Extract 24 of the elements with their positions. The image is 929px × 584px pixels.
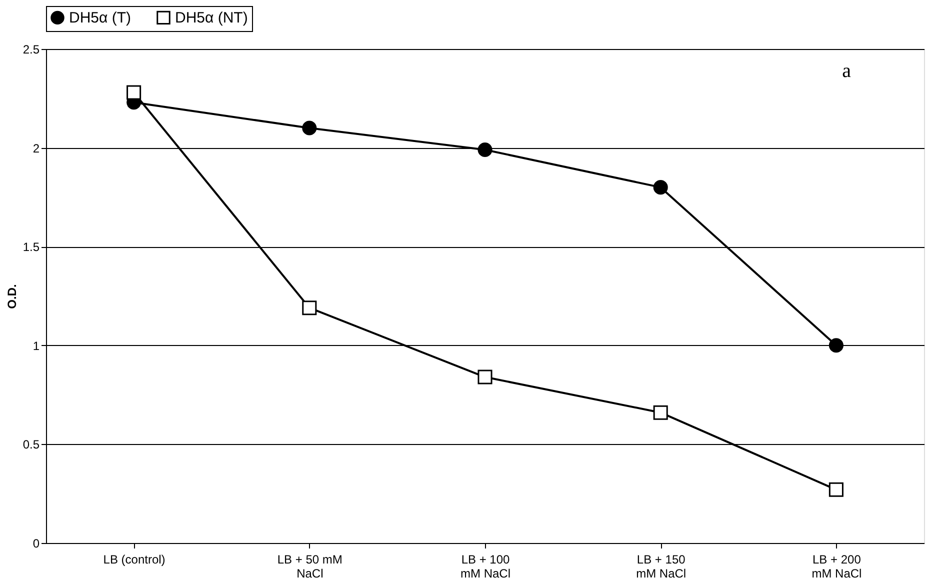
y-tick-label: 0 <box>32 536 40 550</box>
point <box>126 85 142 100</box>
x-tick-label: LB + 50 mM NaCl <box>277 552 342 580</box>
y-tick-label: 0.5 <box>22 438 40 452</box>
y-tick-label: 1.5 <box>22 240 40 254</box>
x-tick-label: LB (control) <box>103 552 166 566</box>
y-tick-label: 2 <box>32 141 40 156</box>
point <box>478 370 492 384</box>
y-tick-label: 1 <box>32 338 40 353</box>
y-axis-title: O.D. <box>4 284 19 309</box>
point <box>653 405 668 420</box>
point <box>828 482 844 497</box>
x-tick-label: LB + 100 mM NaCl <box>460 552 510 580</box>
y-tick-label: 2.5 <box>22 42 40 56</box>
annotation: a <box>842 60 852 82</box>
point <box>302 300 317 316</box>
point <box>302 120 317 136</box>
legend-label: DH5α (T) <box>69 10 132 27</box>
x-tick-label: LB + 200 mM NaCl <box>812 552 862 580</box>
legend-label: DH5α (NT) <box>175 10 248 27</box>
point <box>828 338 844 353</box>
point <box>653 180 668 195</box>
point <box>478 142 492 158</box>
x-tick-label: LB + 150 mM NaCl <box>636 552 686 580</box>
